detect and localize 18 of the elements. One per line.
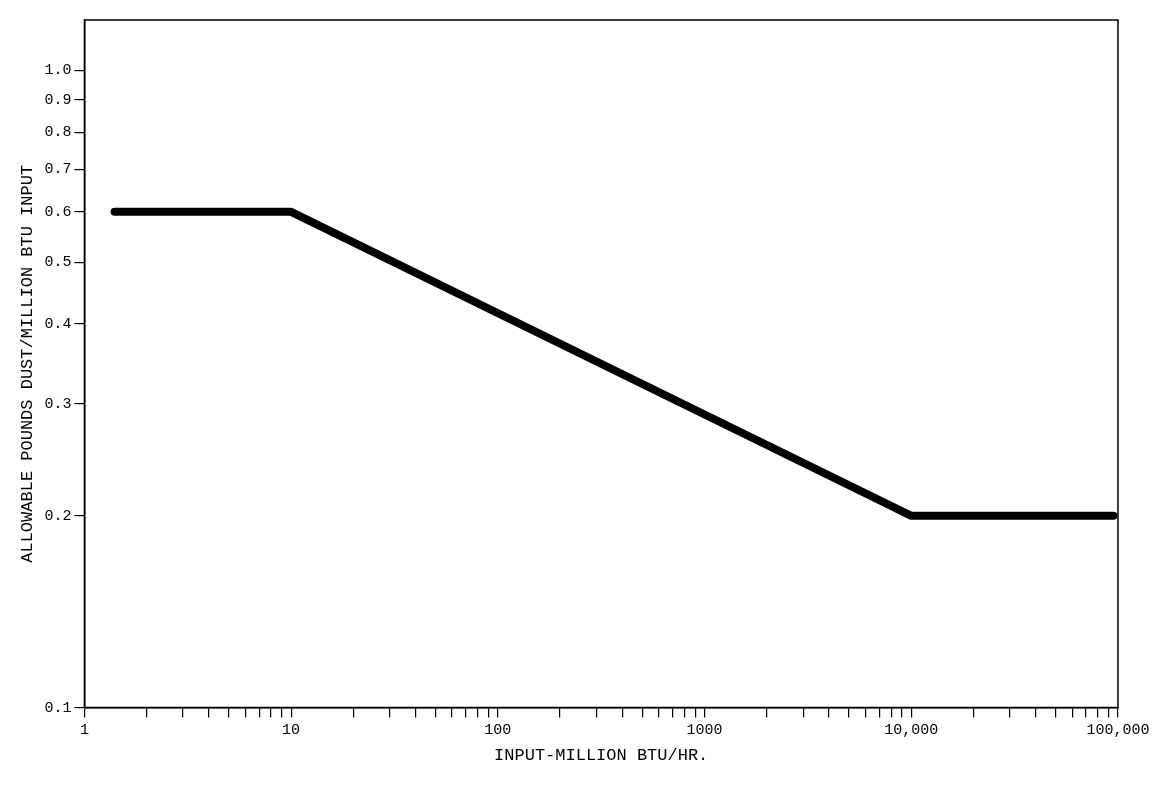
y-tick-label: 0.9	[44, 91, 72, 109]
y-tick-label: 0.5	[44, 254, 72, 272]
y-tick-label: 0.4	[44, 315, 72, 333]
x-tick-label: 1000	[686, 721, 723, 739]
y-tick-label: 0.6	[44, 203, 72, 221]
x-axis-title: INPUT-MILLION BTU/HR.	[494, 746, 709, 766]
x-tick-label: 1	[79, 721, 89, 739]
y-axis-title: ALLOWABLE POUNDS DUST/MILLION BTU INPUT	[17, 164, 37, 563]
y-tick-label: 0.8	[44, 124, 72, 142]
x-tick-label: 10	[282, 721, 301, 739]
y-tick-label: 0.7	[44, 161, 72, 179]
y-tick-label: 0.1	[44, 699, 72, 717]
x-tick-label: 100,000	[1086, 721, 1150, 739]
y-tick-label: 1.0	[44, 62, 72, 80]
y-tick-label: 0.3	[44, 395, 72, 413]
y-tick-label: 0.2	[44, 507, 72, 525]
x-tick-label: 10,000	[884, 721, 939, 739]
x-tick-label: 100	[484, 721, 512, 739]
